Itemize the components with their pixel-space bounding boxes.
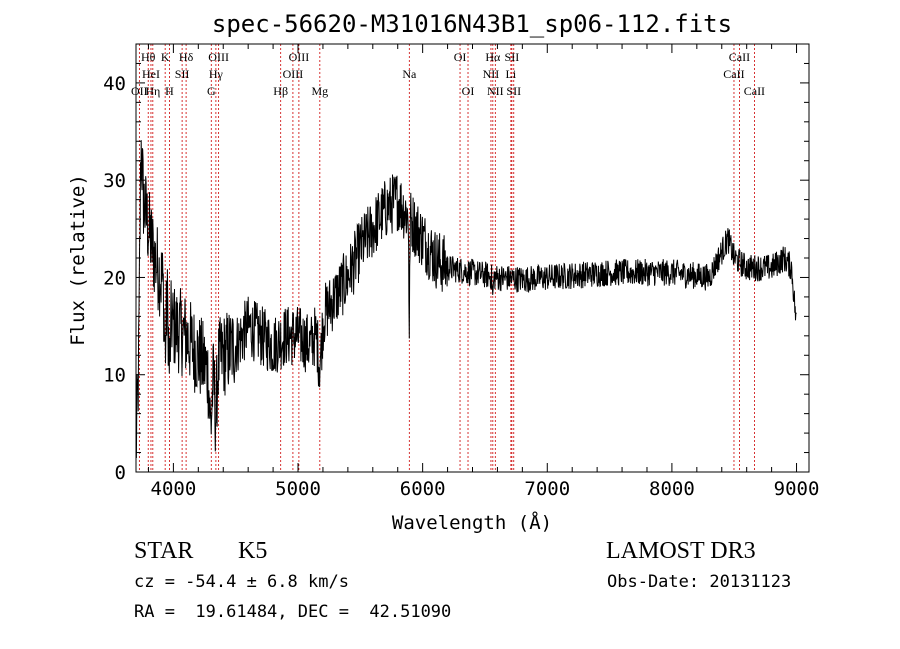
x-axis: 4000 5000 6000 7000 8000 9000: [147, 44, 820, 500]
y-axis-label: Flux (relative): [67, 174, 89, 346]
y-tick-label: 30: [103, 170, 126, 192]
emission-line-markers: [138, 44, 755, 472]
y-tick-label: 20: [103, 267, 126, 289]
redshift-readout: cz = -54.4 ± 6.8 km/s: [134, 572, 349, 592]
spectrum-line: [135, 140, 797, 459]
x-tick-label: 4000: [151, 478, 197, 500]
x-tick-label: 7000: [524, 478, 570, 500]
line-label: OI: [454, 50, 467, 64]
line-label: Hδ: [179, 50, 194, 64]
x-tick-label: 5000: [275, 478, 321, 500]
line-label: CaII: [723, 67, 744, 81]
line-label: Hα: [485, 50, 501, 64]
survey-name: LAMOST DR3: [606, 538, 756, 564]
line-label: SII: [506, 84, 521, 98]
line-label: OII: [131, 84, 148, 98]
line-label: Mg: [311, 84, 328, 98]
line-label: OI: [462, 84, 475, 98]
object-class: STAR: [134, 538, 194, 564]
line-label: CaII: [744, 84, 765, 98]
line-label: K: [161, 50, 170, 64]
emission-line-labels: OIIHθHeIHηKHSIIHδGHγOIIIHβOIIIOIIIMgNaOI…: [131, 50, 765, 98]
line-label: NII: [487, 84, 504, 98]
line-label: H: [165, 84, 174, 98]
coordinates: RA = 19.61484, DEC = 42.51090: [134, 602, 452, 622]
y-tick-label: 0: [115, 462, 126, 484]
chart-title: spec-56620-M31016N43B1_sp06-112.fits: [212, 10, 732, 38]
line-label: G: [207, 84, 216, 98]
line-label: Hγ: [209, 67, 224, 81]
line-label: SII: [175, 67, 190, 81]
obs-date: Obs-Date: 20131123: [607, 572, 792, 592]
y-axis: 0 10 20 30 40: [103, 43, 809, 484]
plot-frame: [135, 43, 810, 473]
line-label: Hβ: [273, 84, 288, 98]
line-label: OIII: [289, 50, 310, 64]
line-label: Hη: [145, 84, 160, 98]
line-label: Hθ: [141, 50, 156, 64]
x-tick-label: 9000: [774, 478, 820, 500]
x-tick-label: 8000: [649, 478, 695, 500]
line-label: CaII: [729, 50, 750, 64]
line-label: NII: [483, 67, 500, 81]
x-axis-label: Wavelength (Å): [392, 511, 552, 534]
line-label: OIII: [208, 50, 229, 64]
line-label: Li: [506, 67, 517, 81]
line-label: Na: [402, 67, 417, 81]
object-subclass: K5: [238, 538, 268, 564]
line-label: OIII: [283, 67, 304, 81]
line-label: SII: [505, 50, 520, 64]
x-tick-label: 6000: [400, 478, 446, 500]
line-label: HeI: [142, 67, 160, 81]
y-tick-label: 40: [103, 73, 126, 95]
y-tick-label: 10: [103, 365, 126, 387]
